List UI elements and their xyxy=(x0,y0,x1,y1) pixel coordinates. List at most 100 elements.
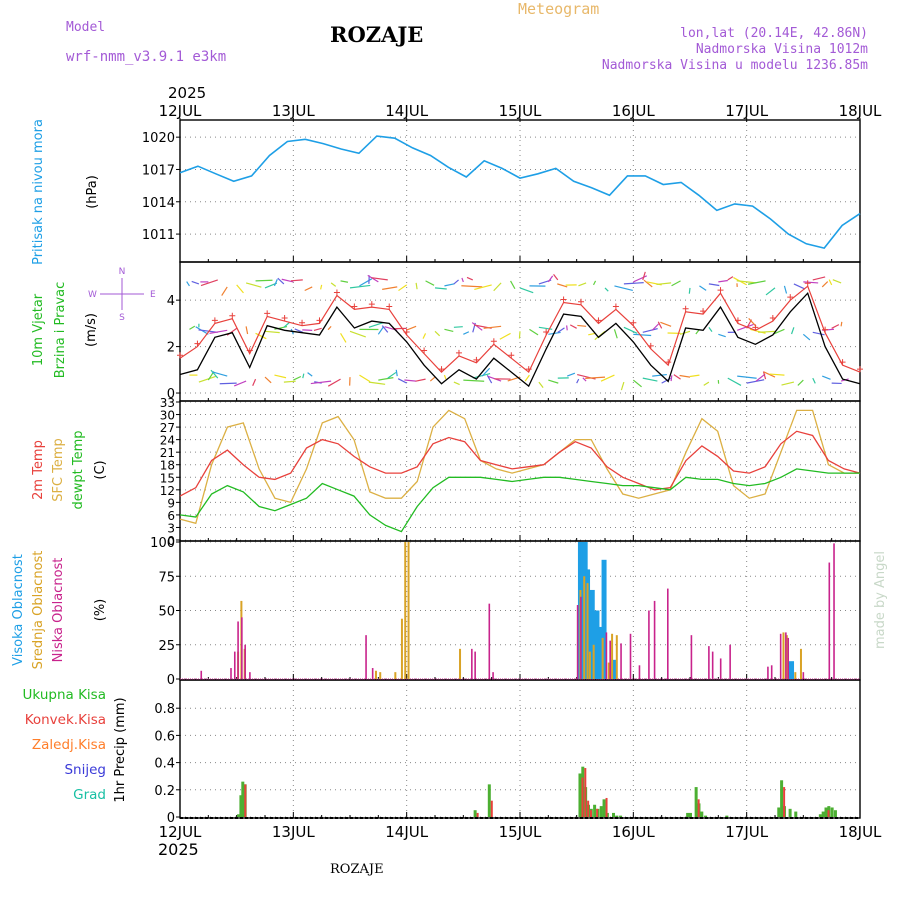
compass-cross xyxy=(100,278,144,310)
cloud-bar-srednja xyxy=(379,672,382,679)
wind-arrow xyxy=(387,371,397,379)
cloud-bar-srednja xyxy=(799,648,802,679)
precip-bar-convective xyxy=(697,799,700,817)
wind-arrow xyxy=(821,281,829,288)
precip-bar-total xyxy=(818,814,822,817)
y-tick-label: 0 xyxy=(167,387,175,402)
wind-arrow xyxy=(736,280,757,284)
pressure-line xyxy=(179,135,861,249)
wind-arrow xyxy=(453,326,463,328)
wind-arrow xyxy=(577,324,587,327)
cloud-bar-visoka xyxy=(789,661,795,679)
cloud-bar-niska xyxy=(648,610,650,679)
cloud-bar-visoka xyxy=(611,659,616,679)
sfc-temp-line xyxy=(179,409,860,525)
wind-arrow xyxy=(310,380,332,385)
wind-arrow xyxy=(483,325,502,329)
gust-marker xyxy=(455,349,462,356)
precip-bar-total xyxy=(833,810,837,817)
wind-arrow xyxy=(397,378,407,384)
precip-bar-total xyxy=(824,807,828,817)
wind-arrow xyxy=(718,279,728,283)
wind-arrow xyxy=(737,375,757,379)
gust-marker xyxy=(508,352,515,359)
gust-marker xyxy=(665,359,672,366)
precip-legend-item: Snijeg xyxy=(64,762,106,778)
precip-bar-total xyxy=(788,808,792,817)
wind-arrow xyxy=(642,377,658,382)
wind-arrow xyxy=(656,282,672,286)
wind-arrow xyxy=(221,286,228,296)
y-tick-label: 25 xyxy=(158,639,175,654)
wind-arrow xyxy=(524,374,530,382)
y-tick-label: 15 xyxy=(160,471,175,485)
precip-bar-convective xyxy=(827,810,830,817)
cloud-bar-niska xyxy=(371,668,374,679)
wind-arrow xyxy=(623,282,644,285)
wind-ylabel-2: Brzina i Pravac xyxy=(53,282,68,379)
temp-unit: (C) xyxy=(93,460,108,479)
wind-arrow xyxy=(381,325,389,333)
wind-arrow xyxy=(803,281,819,284)
precip-bar-convective xyxy=(589,810,592,817)
dewpt-ylabel: dewpt Temp xyxy=(71,430,86,509)
wind-arrow xyxy=(461,277,464,283)
cloud-bar-niska xyxy=(241,617,243,679)
y-tick-label: 0.4 xyxy=(154,757,175,772)
cloud-bar-niska xyxy=(609,640,611,679)
y-tick-label: 50 xyxy=(158,605,175,620)
y-tick-label: 2 xyxy=(167,341,175,356)
cloud-bar-niska xyxy=(365,635,367,679)
compass-w: W xyxy=(88,290,97,300)
wind-arrow xyxy=(592,280,597,286)
wind-arrow xyxy=(294,328,304,333)
wind-arrow xyxy=(755,373,766,382)
x-tick-label-top: 12JUL xyxy=(159,102,202,120)
dewpt-line xyxy=(179,468,860,533)
wind-arrow xyxy=(567,372,576,377)
cloud-bar-niska xyxy=(580,596,582,679)
wind-arrow xyxy=(679,330,691,335)
wind-arrow xyxy=(487,375,502,382)
wind-arrow xyxy=(463,331,470,335)
cloud-bar-srednja xyxy=(407,542,410,679)
cloud-bar-niska xyxy=(492,672,494,679)
cloud-bar-srednja xyxy=(782,632,785,679)
temp2m-line xyxy=(179,430,861,497)
wind-arrow xyxy=(198,375,216,383)
wind-arrow xyxy=(783,285,788,294)
cloud-bar-niska xyxy=(708,646,710,679)
y-tick-label: 18 xyxy=(160,459,175,473)
wind-arrow xyxy=(245,282,262,288)
cloud-bar-srednja xyxy=(583,576,586,679)
cloud-bar-niska xyxy=(729,644,731,679)
cloud-bar-srednja xyxy=(611,633,614,679)
wind-arrow xyxy=(349,284,371,289)
cloud-bar-niska xyxy=(488,603,491,679)
wind-arrow xyxy=(604,287,609,292)
wind-arrow xyxy=(378,377,394,381)
precip-bar-total xyxy=(794,811,798,817)
cloud-bar-niska xyxy=(719,658,722,679)
precip-bar-total xyxy=(612,812,615,817)
wind-arrow xyxy=(557,327,565,333)
y-tick-label: 12 xyxy=(160,484,175,498)
wind-arrow xyxy=(415,378,426,382)
wind-arrow xyxy=(493,282,502,292)
wind-arrow xyxy=(340,333,347,343)
temp2m-ylabel: 2m Temp xyxy=(31,440,46,500)
wind-arrow xyxy=(320,284,323,290)
cloud-bar-srednja xyxy=(394,672,397,679)
wind-arrow xyxy=(812,331,825,336)
wind-unit: (m/s) xyxy=(84,313,99,347)
wind-arrow xyxy=(293,375,302,381)
wind-arrow xyxy=(398,284,408,292)
gust-marker xyxy=(246,347,253,354)
gust-marker xyxy=(194,340,201,347)
wind-arrow xyxy=(689,374,700,378)
high-cloud-ylabel: Visoka Oblacnost xyxy=(11,554,26,666)
wind-arrow xyxy=(699,285,707,291)
precip-bar-total xyxy=(578,773,582,817)
cloud-bar-niska xyxy=(667,588,669,679)
